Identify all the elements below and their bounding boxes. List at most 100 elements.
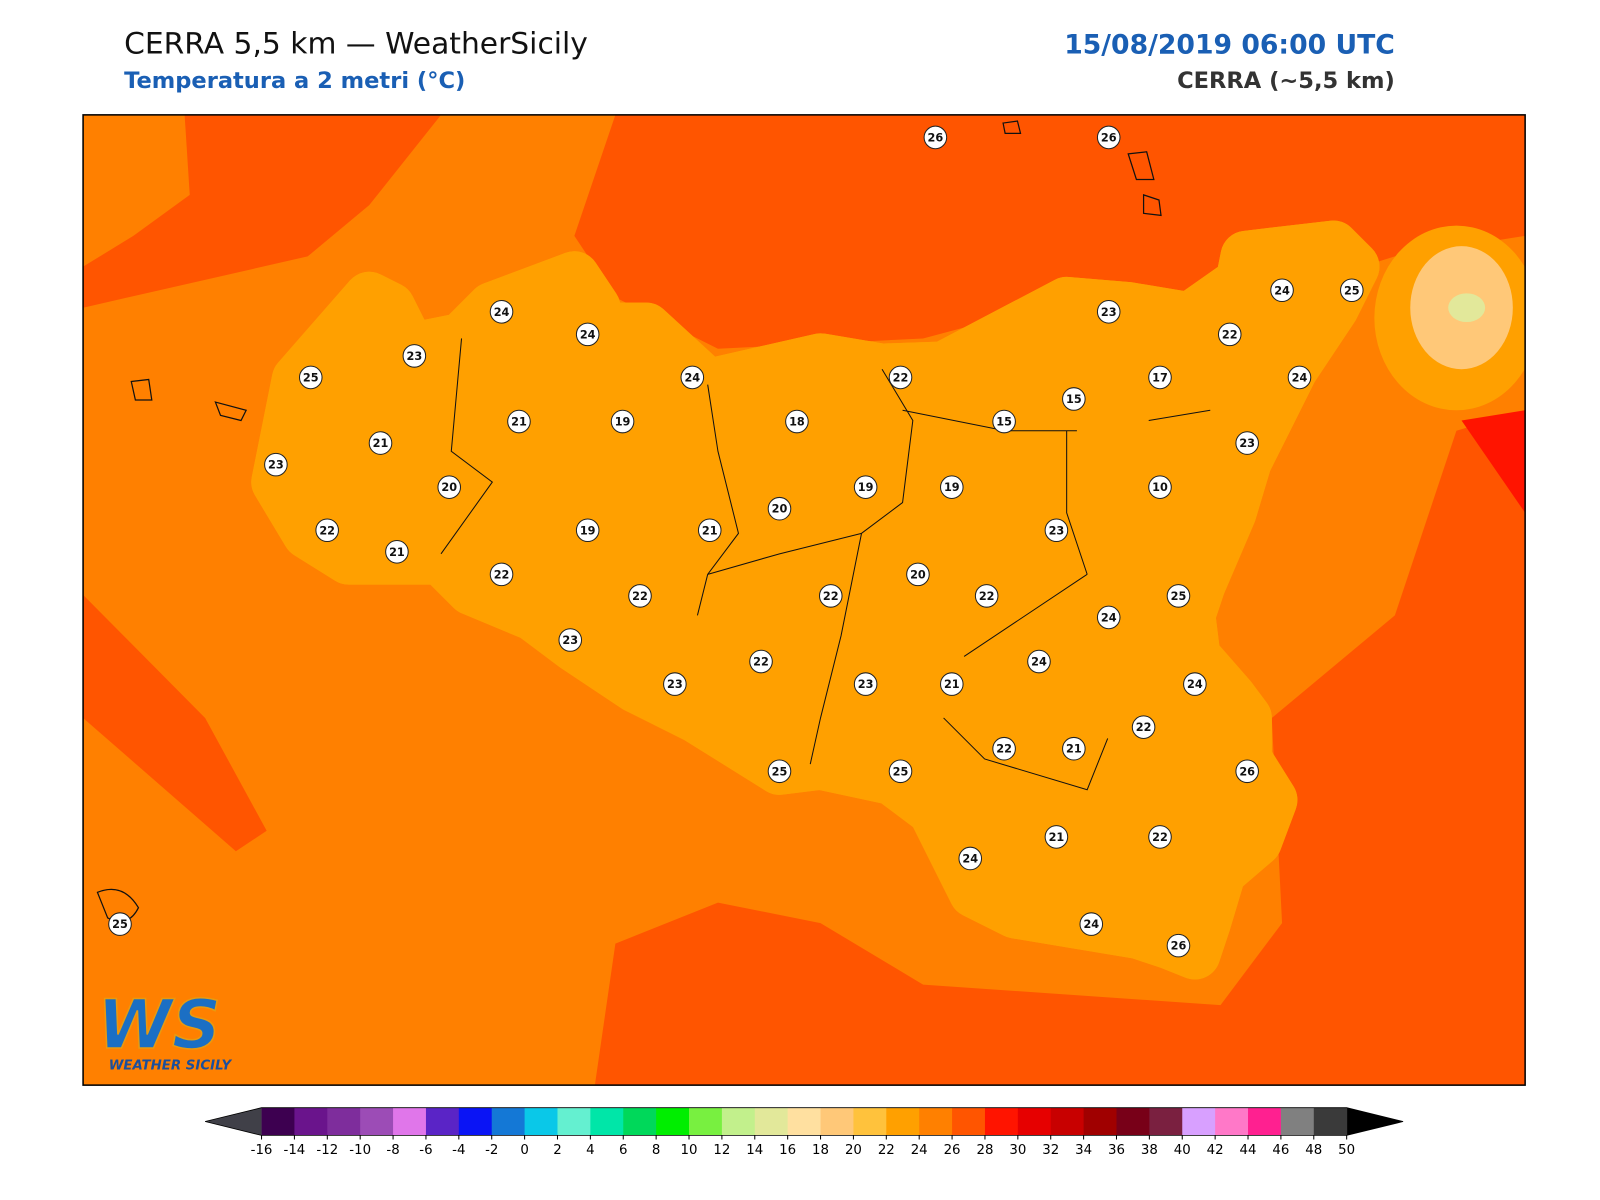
colorbar-tick-label: 20 [845, 1143, 862, 1158]
colorbar-tick-label: 24 [911, 1143, 928, 1158]
station: 23 [1044, 518, 1069, 543]
station-marker [1270, 278, 1294, 303]
colorbar-tick-label: 6 [619, 1143, 627, 1158]
colorbar-bin [458, 1107, 493, 1136]
station-marker [368, 431, 393, 455]
station: 23 [1235, 431, 1259, 455]
station-value: 25 [1344, 284, 1360, 297]
station: 22 [974, 584, 999, 608]
station-marker [1044, 825, 1069, 849]
colorbar-tick-label: 42 [1207, 1143, 1224, 1158]
colorbar-bin [294, 1107, 328, 1136]
station: 21 [939, 672, 964, 696]
station: 26 [1096, 125, 1121, 150]
station-marker [1287, 365, 1312, 390]
station-value: 25 [893, 765, 909, 778]
colorbar-bin [689, 1107, 723, 1136]
colorbar-bin [787, 1107, 822, 1136]
colorbar-bin [1149, 1107, 1183, 1136]
station-marker [575, 518, 600, 543]
station-marker [767, 759, 792, 784]
station-marker [992, 409, 1016, 434]
station-marker [489, 300, 514, 324]
colorbar-tick-label: -2 [485, 1143, 498, 1158]
station-marker [558, 628, 583, 652]
station-value: 22 [1152, 831, 1168, 844]
station-marker [1096, 605, 1121, 630]
station-value: 19 [580, 524, 596, 537]
station-value: 23 [407, 350, 423, 363]
station: 19 [939, 475, 964, 499]
station: 24 [958, 846, 983, 871]
station-marker [1235, 431, 1259, 455]
colorbar-bin [1182, 1107, 1216, 1136]
station: 22 [888, 365, 913, 390]
station-marker [489, 562, 514, 587]
colorbar-tick-label: 18 [812, 1143, 829, 1158]
station-value: 15 [1066, 393, 1082, 406]
station: 25 [108, 912, 132, 936]
station: 24 [680, 365, 705, 390]
station-marker [992, 736, 1016, 761]
station-value: 21 [373, 437, 389, 450]
station-marker [1235, 759, 1259, 784]
station-marker [437, 475, 462, 499]
station-marker [507, 409, 531, 434]
station: 22 [1148, 825, 1172, 849]
station-marker [1166, 933, 1191, 958]
station-value: 20 [441, 481, 457, 494]
colorbar-bin [984, 1107, 1019, 1136]
station-marker [1044, 518, 1069, 543]
station: 22 [749, 649, 773, 674]
station: 20 [437, 475, 462, 499]
station-marker [315, 518, 339, 543]
colorbar-over [1346, 1107, 1404, 1136]
station-value: 24 [1187, 678, 1203, 691]
field-area [594, 410, 1526, 1086]
station: 25 [767, 759, 792, 784]
station-value: 23 [667, 678, 683, 691]
station-marker [402, 344, 427, 368]
station-marker [1148, 825, 1172, 849]
station: 23 [402, 344, 427, 368]
logo-text: WEATHER SICILY [109, 1059, 233, 1074]
colorbar-tick-label: 12 [713, 1143, 730, 1158]
station: 23 [264, 452, 288, 477]
colorbar-tick-label: 50 [1338, 1143, 1355, 1158]
station: 15 [1062, 387, 1086, 411]
colorbar-tick-label: 44 [1240, 1143, 1257, 1158]
colorbar-tick-label: 40 [1174, 1143, 1191, 1158]
station: 15 [992, 409, 1016, 434]
station: 22 [1131, 715, 1156, 739]
colorbar-bin [721, 1107, 756, 1136]
source: CERRA (~5,5 km) [1177, 68, 1395, 94]
station: 17 [1148, 365, 1172, 390]
station-marker [1183, 672, 1207, 696]
station-marker [1079, 912, 1104, 936]
station-value: 25 [772, 765, 788, 778]
station: 24 [1079, 912, 1104, 936]
station-marker [923, 125, 948, 150]
station-value: 19 [858, 481, 874, 494]
station: 21 [1062, 736, 1086, 761]
colorbar-bin [1050, 1107, 1085, 1136]
station-marker [974, 584, 999, 608]
station-marker [1027, 649, 1051, 674]
station-marker [264, 452, 288, 477]
station-value: 23 [1049, 524, 1065, 537]
colorbar-bin [327, 1107, 361, 1136]
colorbar-bin [1313, 1107, 1348, 1136]
station-value: 21 [702, 524, 718, 537]
colorbar-tick-label: -6 [419, 1143, 432, 1158]
field-area [83, 114, 190, 267]
colorbar-bin [360, 1107, 394, 1136]
colorbar-tick-label: -16 [251, 1143, 273, 1158]
station-marker [298, 365, 323, 390]
station-value: 24 [1292, 371, 1308, 384]
colorbar-bin [886, 1107, 920, 1136]
station: 19 [610, 409, 635, 434]
station: 24 [1287, 365, 1312, 390]
colorbar-bin [524, 1107, 558, 1136]
station-marker [853, 672, 878, 696]
colorbar-tick-label: 2 [553, 1143, 561, 1158]
